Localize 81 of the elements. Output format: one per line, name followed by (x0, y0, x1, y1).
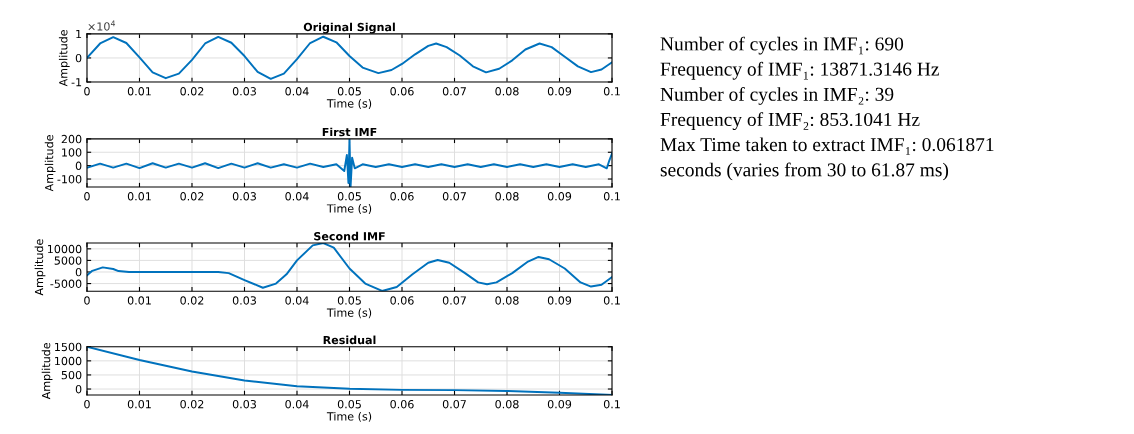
x-tick-label: 0.04 (285, 296, 309, 305)
x-tick-label: 0.05 (337, 400, 361, 409)
y-tick-label: 200 (61, 134, 82, 144)
y-tick-label: 1 (76, 29, 82, 39)
x-tick-label: 0.02 (180, 87, 204, 96)
x-tick-label: 0.05 (337, 192, 361, 201)
x-tick-label: 0.01 (127, 400, 151, 409)
x-tick-label: 0.07 (442, 296, 466, 305)
x-tick-label: 0 (84, 296, 90, 305)
text: Frequency of IMF₂: 853.1041 Hz (660, 112, 920, 131)
line-series (86, 138, 613, 188)
y-tick-label: 0 (75, 161, 82, 171)
x-tick-label: 0.02 (180, 296, 204, 305)
x-tick-label: 0.06 (390, 87, 414, 96)
x-tick-label: 0.01 (127, 192, 151, 201)
text: ×10$^{4}$ (88, 20, 116, 31)
x-tick-label: 0.04 (285, 87, 309, 96)
x-axis-title: Time (s) (326, 99, 372, 109)
chart-title: First IMF (322, 127, 377, 137)
x-axis-title: Time (s) (326, 411, 372, 422)
y-tick-label: 100 (62, 148, 82, 157)
chart-title: Residual (323, 335, 376, 345)
x-tick-label: 0.09 (547, 87, 572, 96)
x-tick-label: 0.1 (603, 296, 620, 305)
chart-title: Original Signal (303, 22, 395, 34)
x-tick-label: 0.03 (232, 192, 256, 201)
x-tick-label: 0.09 (547, 400, 572, 409)
x-tick-label: 0.03 (232, 87, 256, 96)
y-tick-label: 10000 (47, 244, 82, 254)
y-tick-label: 0 (75, 53, 82, 63)
y-tick-label: 1000 (55, 356, 82, 366)
x-tick-label: 0.09 (547, 192, 572, 201)
y-tick-label: 1500 (55, 342, 82, 352)
x-tick-label: 0.1 (603, 400, 620, 409)
x-tick-label: 0.02 (180, 400, 204, 409)
text: Number of cycles in IMF₂: 39 (660, 86, 894, 105)
x-tick-label: 0.08 (495, 87, 519, 96)
x-tick-label: 0.03 (232, 400, 256, 409)
x-tick-label: 0.01 (127, 87, 151, 96)
y-axis-title: Amplitude (58, 30, 70, 87)
x-tick-label: 0.06 (390, 400, 414, 409)
x-axis-title: Time (s) (326, 308, 372, 319)
y-tick-label: 0 (75, 267, 82, 277)
x-tick-label: 0.04 (285, 400, 309, 409)
x-tick-label: 0.07 (442, 87, 466, 96)
x-tick-label: 0 (84, 192, 90, 201)
y-tick-label: -100 (57, 175, 82, 184)
text: Number of cycles in IMF₁: 690 (660, 36, 904, 55)
x-tick-label: 0.05 (337, 296, 361, 305)
y-axis-title: Amplitude (41, 342, 53, 400)
x-axis-title: Time (s) (326, 204, 372, 214)
y-axis-title: Amplitude (34, 239, 46, 296)
x-tick-label: 0.01 (127, 296, 151, 305)
x-tick-label: 0.07 (442, 400, 466, 409)
x-tick-label: 0.05 (337, 87, 361, 96)
x-tick-label: 0.1 (603, 87, 620, 96)
line-series (86, 243, 613, 292)
text: Max Time taken to extract IMF₁: 0.061871 (660, 137, 994, 155)
x-tick-label: 0.06 (390, 192, 414, 201)
y-tick-label: 0 (75, 385, 82, 394)
x-tick-label: 0.08 (495, 296, 519, 305)
y-tick-label: -1 (71, 78, 82, 87)
chart-title: Second IMF (314, 231, 385, 241)
x-tick-label: 0.08 (495, 192, 519, 201)
y-tick-label: 5000 (54, 256, 82, 265)
x-tick-label: 0.07 (442, 192, 466, 201)
x-tick-label: 0 (84, 400, 90, 409)
x-tick-label: 0.1 (603, 192, 620, 201)
x-tick-label: 0.09 (547, 296, 572, 305)
x-tick-label: 0.04 (285, 192, 309, 201)
y-tick-label: 500 (61, 370, 82, 380)
y-axis-title: Amplitude (44, 135, 56, 192)
x-tick-label: 0.06 (390, 296, 414, 305)
x-tick-label: 0 (84, 87, 90, 96)
x-tick-label: 0.03 (232, 296, 256, 305)
text: Frequency of IMF₁: 13871.3146 Hz (660, 61, 939, 80)
y-tick-label: -5000 (50, 279, 82, 288)
text: seconds (varies from 30 to 61.87 ms) (660, 162, 949, 181)
x-tick-label: 0.08 (495, 400, 519, 409)
x-tick-label: 0.02 (180, 192, 204, 201)
line-series (86, 35, 613, 80)
